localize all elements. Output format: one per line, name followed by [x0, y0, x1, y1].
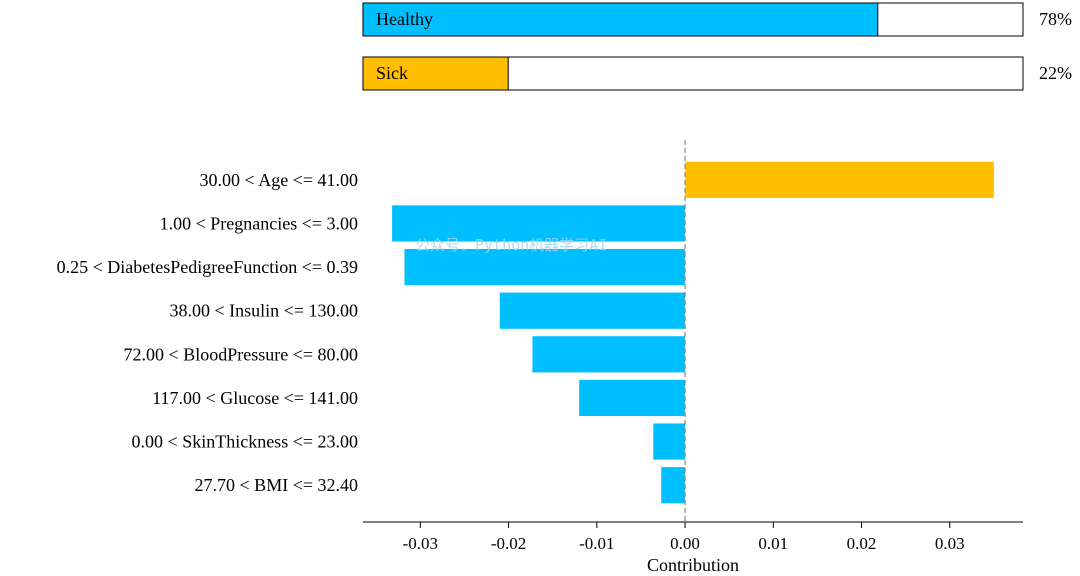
contribution-bar	[404, 248, 686, 286]
probability-value-healthy: 78%	[1039, 9, 1072, 29]
contribution-bar	[499, 292, 686, 329]
watermark-text: 公众号：Python机器学习AI	[415, 236, 607, 254]
feature-label: 117.00 < Glucose <= 141.00	[152, 388, 358, 408]
prediction-probabilities: Healthy 78% Sick 22%	[362, 2, 1072, 91]
feature-label: 27.70 < BMI <= 32.40	[195, 475, 358, 495]
probability-fill-healthy	[362, 2, 879, 37]
feature-label: 0.00 < SkinThickness <= 23.00	[132, 432, 358, 452]
probability-value-sick: 22%	[1039, 63, 1072, 83]
x-tick-label: -0.03	[403, 534, 438, 553]
contribution-bar	[532, 336, 686, 373]
x-tick-label: 0.03	[935, 534, 965, 553]
contribution-bar	[685, 161, 994, 198]
feature-label: 30.00 < Age <= 41.00	[200, 170, 358, 190]
x-axis: -0.03 -0.02 -0.01 0.00 0.01 0.02 0.03 Contribut…	[363, 140, 1023, 575]
x-axis-title: Contribution	[647, 555, 739, 575]
feature-label: 0.25 < DiabetesPedigreeFunction <= 0.39	[57, 257, 358, 277]
contribution-bar	[579, 379, 686, 417]
feature-label: 72.00 < BloodPressure <= 80.00	[124, 344, 358, 364]
contribution-bar	[392, 205, 686, 242]
x-tick-label: 0.02	[847, 534, 877, 553]
probability-fill-sick	[362, 56, 509, 91]
contribution-bars	[392, 161, 994, 504]
class-label-healthy: Healthy	[376, 9, 433, 29]
x-tick-label: 0.01	[758, 534, 788, 553]
x-tick-label: 0.00	[670, 534, 700, 553]
feature-label: 1.00 < Pregnancies <= 3.00	[160, 213, 358, 233]
x-tick-label: -0.01	[579, 534, 614, 553]
contribution-bar	[653, 423, 686, 460]
feature-labels: 30.00 < Age <= 41.00 1.00 < Pregnancies <…	[57, 170, 358, 495]
feature-label: 38.00 < Insulin <= 130.00	[170, 301, 358, 321]
class-label-sick: Sick	[376, 63, 408, 83]
x-tick-label: -0.02	[491, 534, 526, 553]
contribution-bar	[661, 467, 686, 504]
